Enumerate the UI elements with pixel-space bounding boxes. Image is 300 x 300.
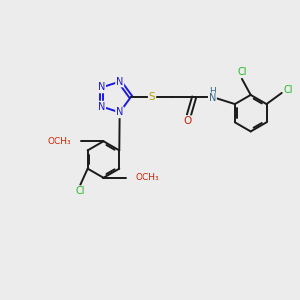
Text: N: N [116,76,123,87]
Text: Cl: Cl [284,85,293,95]
Text: N: N [98,82,105,92]
Text: O: O [183,116,191,126]
Text: H: H [209,87,216,96]
Text: OCH₃: OCH₃ [136,173,160,182]
Text: Cl: Cl [237,67,247,77]
Text: N: N [116,107,123,117]
Text: S: S [149,92,155,102]
Text: Cl: Cl [76,186,85,196]
Text: N: N [98,101,105,112]
Text: OCH₃: OCH₃ [47,137,71,146]
Text: N: N [209,94,216,103]
